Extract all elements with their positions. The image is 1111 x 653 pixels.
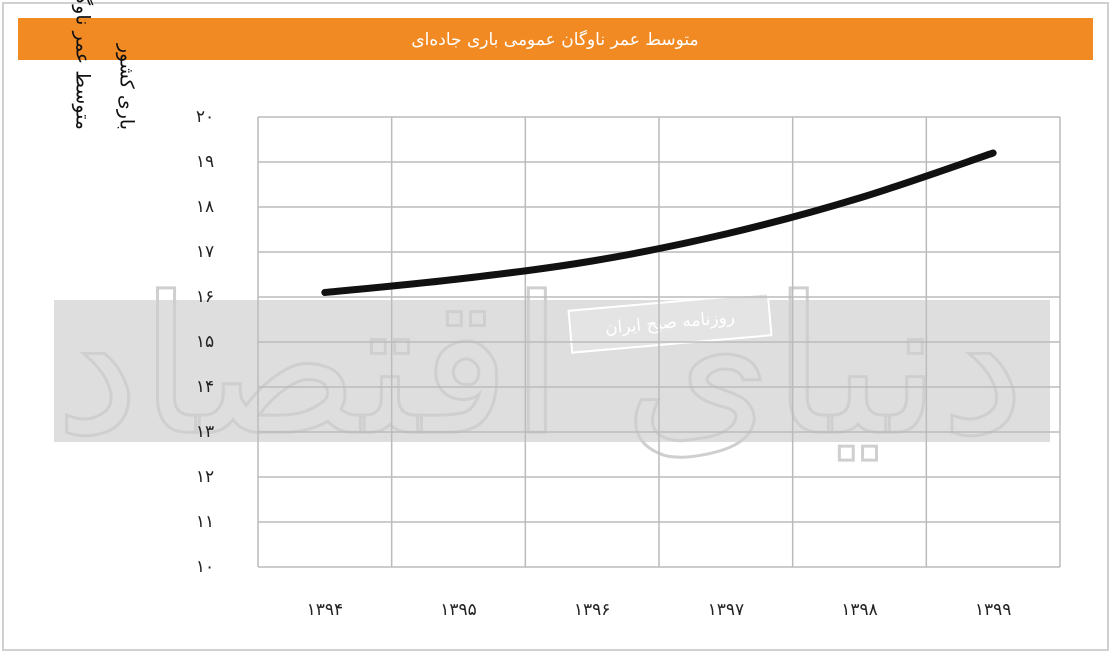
y-tick-label: ۱۸ bbox=[196, 197, 214, 217]
x-tick-label: ۱۳۹۷ bbox=[708, 600, 745, 620]
y-tick-label: ۱۵ bbox=[196, 332, 214, 352]
y-tick-label: ۱۰ bbox=[196, 557, 214, 577]
y-tick-label: ۲۰ bbox=[196, 107, 214, 127]
y-tick-label: ۱۴ bbox=[196, 377, 214, 397]
y-tick-label: ۱۹ bbox=[196, 152, 214, 172]
y-tick-label: ۱۲ bbox=[196, 467, 214, 487]
x-tick-label: ۱۳۹۶ bbox=[574, 600, 611, 620]
y-tick-label: ۱۱ bbox=[196, 512, 214, 532]
y-axis-label: متوسط عمر ناوگان حمل و نقل سنگین bbox=[72, 0, 95, 130]
x-tick-label: ۱۳۹۴ bbox=[307, 600, 344, 620]
x-tick-label: ۱۳۹۹ bbox=[975, 600, 1012, 620]
x-tick-label: ۱۳۹۵ bbox=[440, 600, 477, 620]
watermark-logo: دنیای اقتصاد bbox=[55, 256, 1025, 477]
y-tick-label: ۱۷ bbox=[196, 242, 214, 262]
data-line bbox=[321, 149, 997, 296]
chart-title: متوسط عمر ناوگان عمومی باری جاده‌ای bbox=[411, 29, 698, 50]
x-tick-label: ۱۳۹۸ bbox=[841, 600, 878, 620]
title-bar bbox=[18, 18, 1093, 60]
watermark-tag-box bbox=[567, 292, 773, 354]
watermark-band bbox=[54, 300, 1050, 442]
y-axis-label: باری کشور bbox=[116, 43, 138, 130]
y-tick-label: ۱۶ bbox=[196, 287, 214, 307]
y-tick-label: ۱۳ bbox=[196, 422, 214, 442]
